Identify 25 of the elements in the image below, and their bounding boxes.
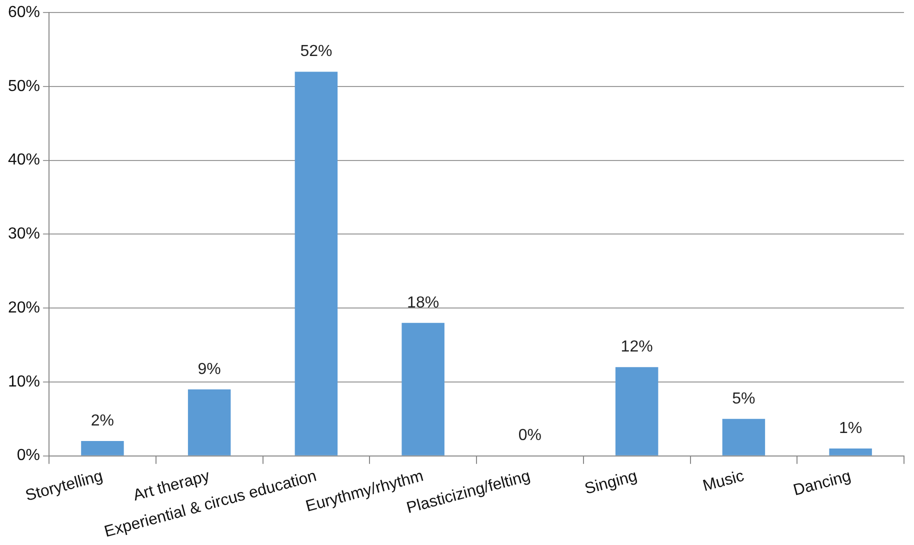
data-label: 1% — [839, 420, 862, 437]
bar — [615, 367, 658, 456]
y-tick-label: 60% — [8, 4, 40, 22]
data-label: 0% — [518, 427, 542, 444]
y-tick-label: 30% — [8, 226, 40, 243]
data-label: 2% — [90, 412, 114, 430]
data-label: 18% — [407, 294, 440, 312]
y-tick-label: 20% — [8, 299, 40, 316]
data-label: 5% — [732, 390, 756, 408]
bar — [722, 418, 766, 456]
bar — [402, 322, 444, 456]
bar — [188, 389, 231, 456]
data-label: 12% — [620, 338, 653, 356]
bar — [829, 448, 872, 456]
y-tick-label: 10% — [8, 373, 40, 390]
x-tick-label: Dancing — [792, 468, 853, 500]
y-tick-label: 50% — [8, 78, 40, 95]
y-tick-label: 0% — [16, 447, 40, 464]
x-tick-label: Music — [701, 468, 746, 496]
x-tick-label: Singing — [583, 468, 639, 498]
bar — [81, 441, 124, 456]
data-label: 52% — [300, 43, 332, 60]
data-label: 9% — [198, 360, 221, 378]
bar — [294, 72, 338, 456]
y-tick-label: 40% — [8, 152, 40, 169]
